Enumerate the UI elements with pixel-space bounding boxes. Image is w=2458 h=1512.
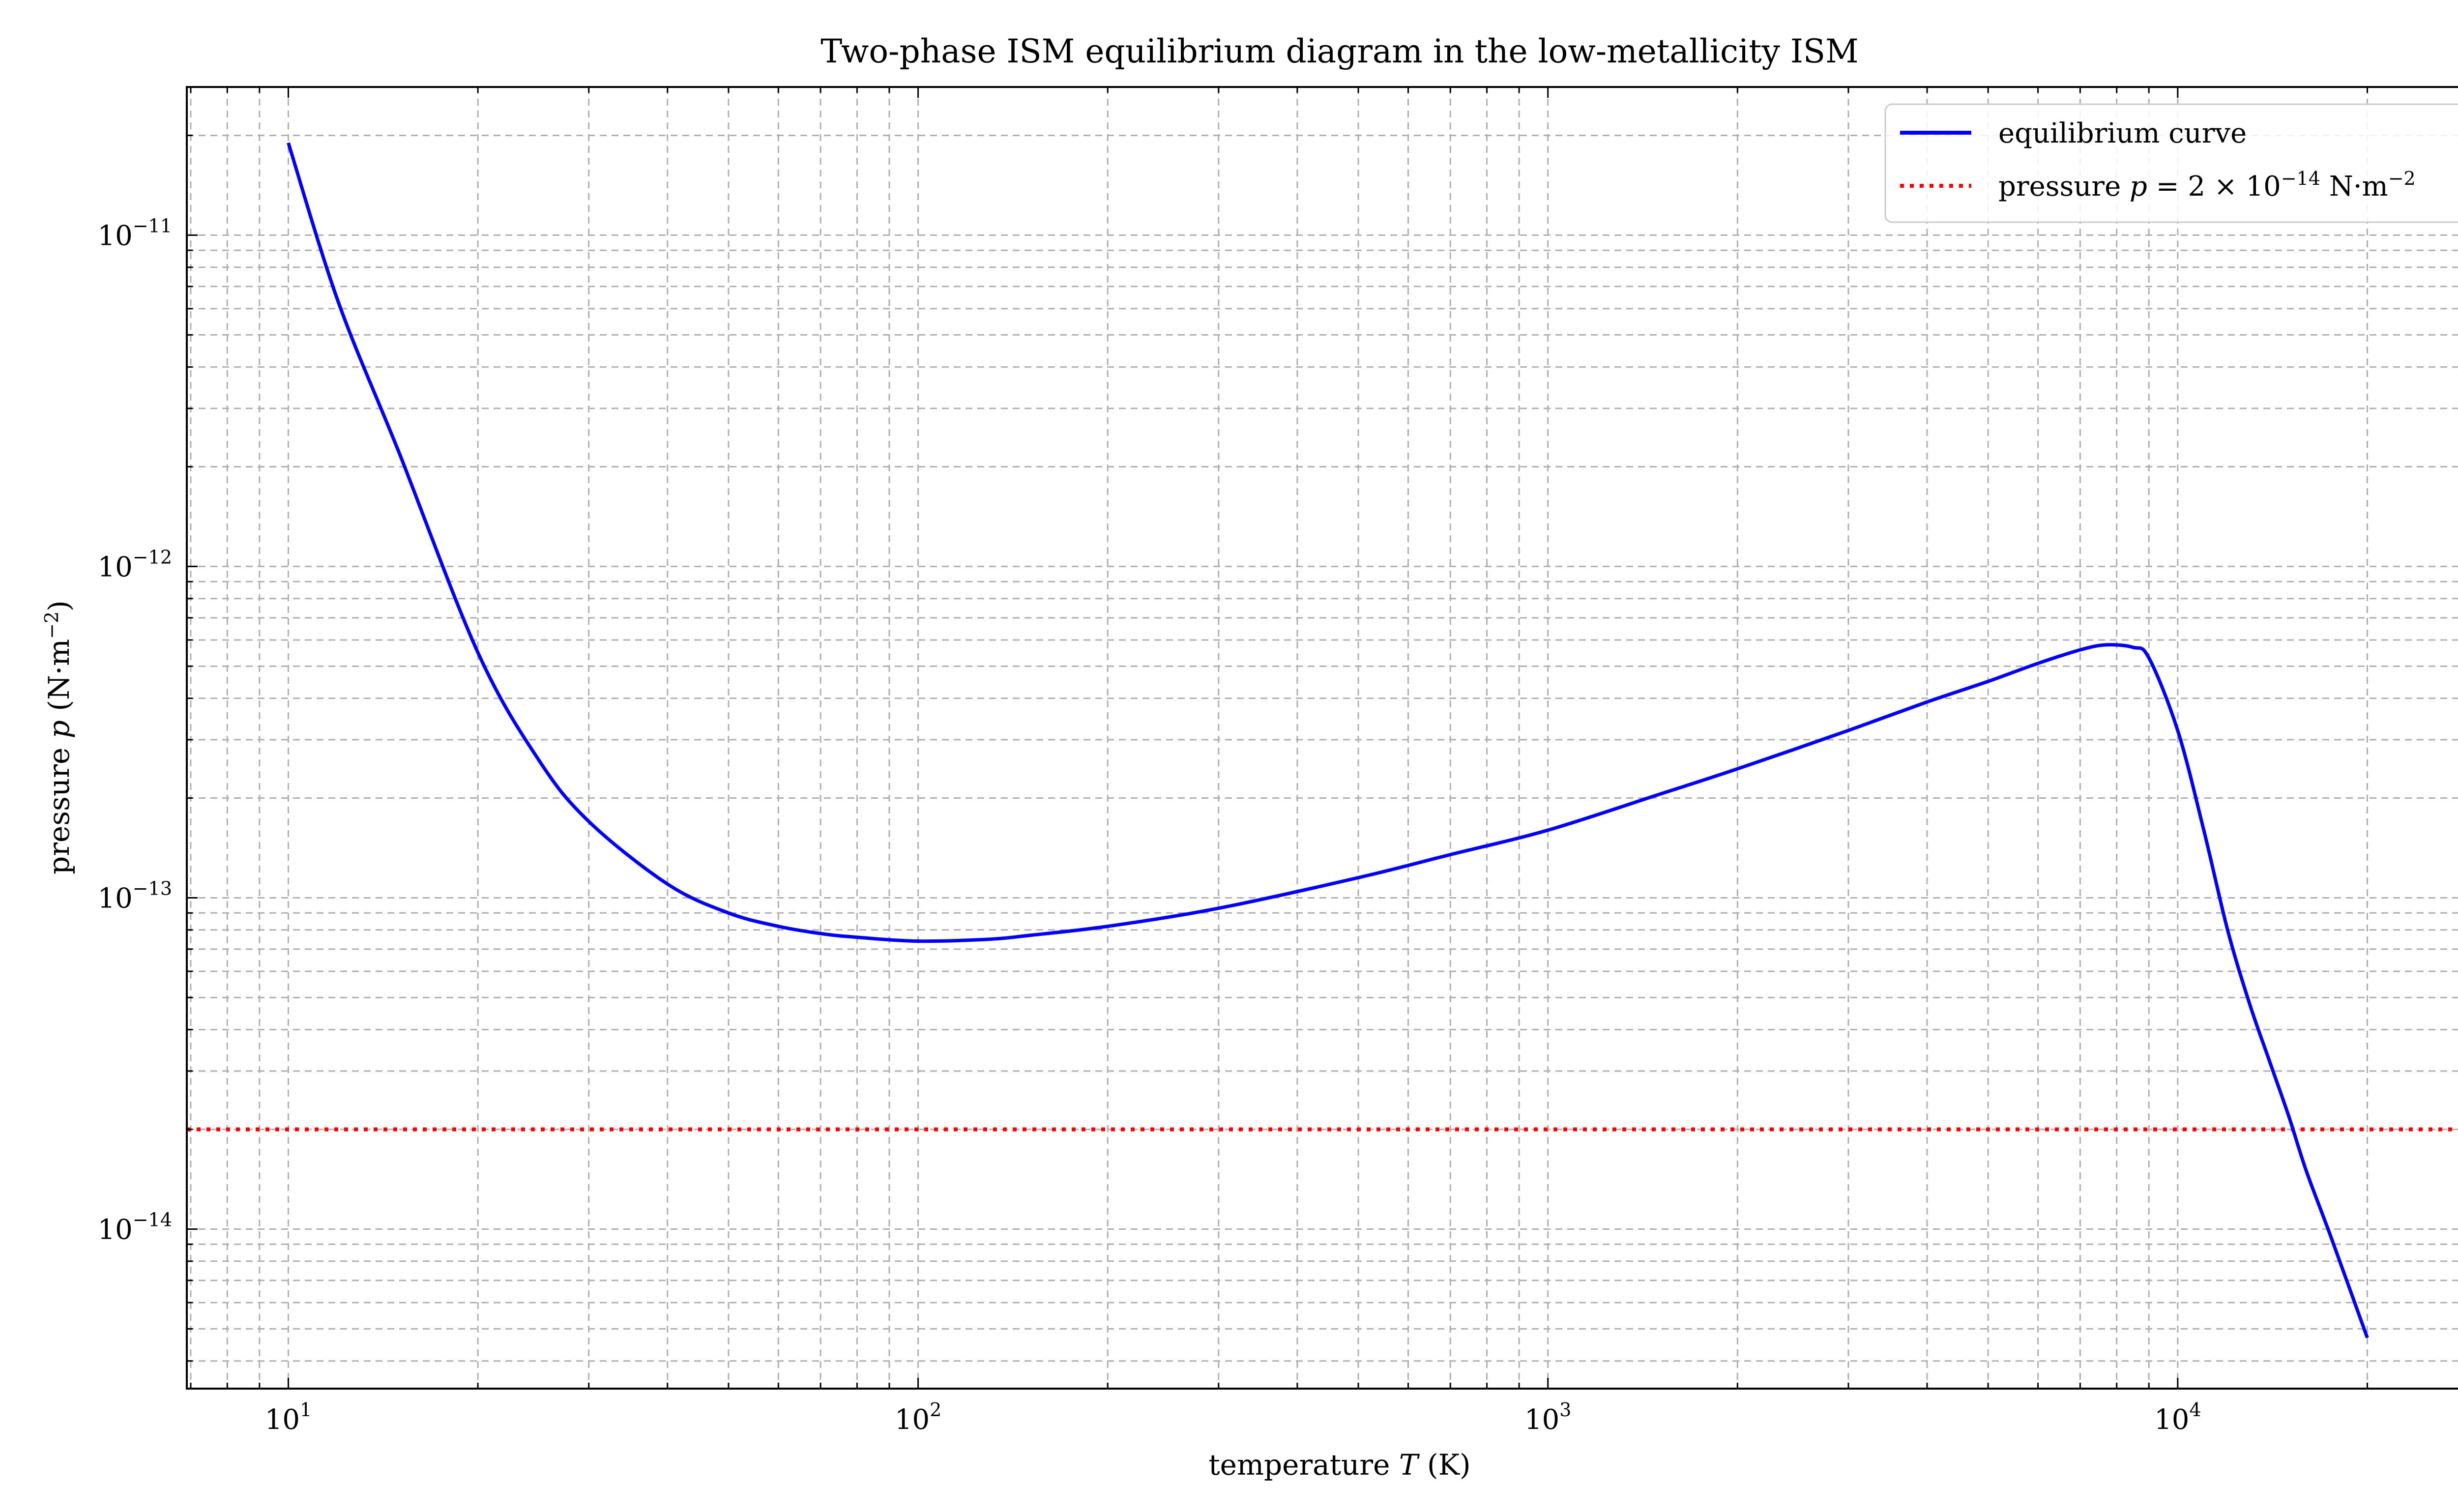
ticks: 101 102 103 104 10−14 10−13 10−12 10−11 [98, 87, 2368, 1436]
legend-box [1884, 103, 2458, 223]
x-axis-label: temperature T (K) [1208, 1448, 1470, 1482]
x-tick-label: 102 [895, 1399, 941, 1436]
y-tick-label: 10−14 [98, 1209, 172, 1246]
y-tick-label: 10−12 [98, 546, 172, 583]
chart-title: Two-phase ISM equilibrium diagram in the… [820, 32, 1858, 70]
legend: equilibrium curve pressure p = 2 × 10−14… [1884, 103, 2458, 223]
legend-label-pressure-line: pressure p = 2 × 10−14 N·m−2 [1998, 168, 2416, 203]
x-tick-label: 101 [265, 1399, 312, 1436]
grid [187, 87, 2458, 1389]
x-tick-label: 103 [1524, 1399, 1571, 1436]
y-tick-label: 10−13 [98, 877, 172, 914]
equilibrium-curve-line [287, 142, 2369, 1338]
legend-label-equilibrium-curve: equilibrium curve [1998, 117, 2247, 149]
plot-frame [186, 86, 2458, 1390]
y-axis-label: pressure p (N·m−2) [41, 600, 76, 874]
series-layer [187, 142, 2458, 1338]
x-tick-label: 104 [2154, 1399, 2201, 1436]
y-tick-label: 10−11 [98, 215, 172, 252]
